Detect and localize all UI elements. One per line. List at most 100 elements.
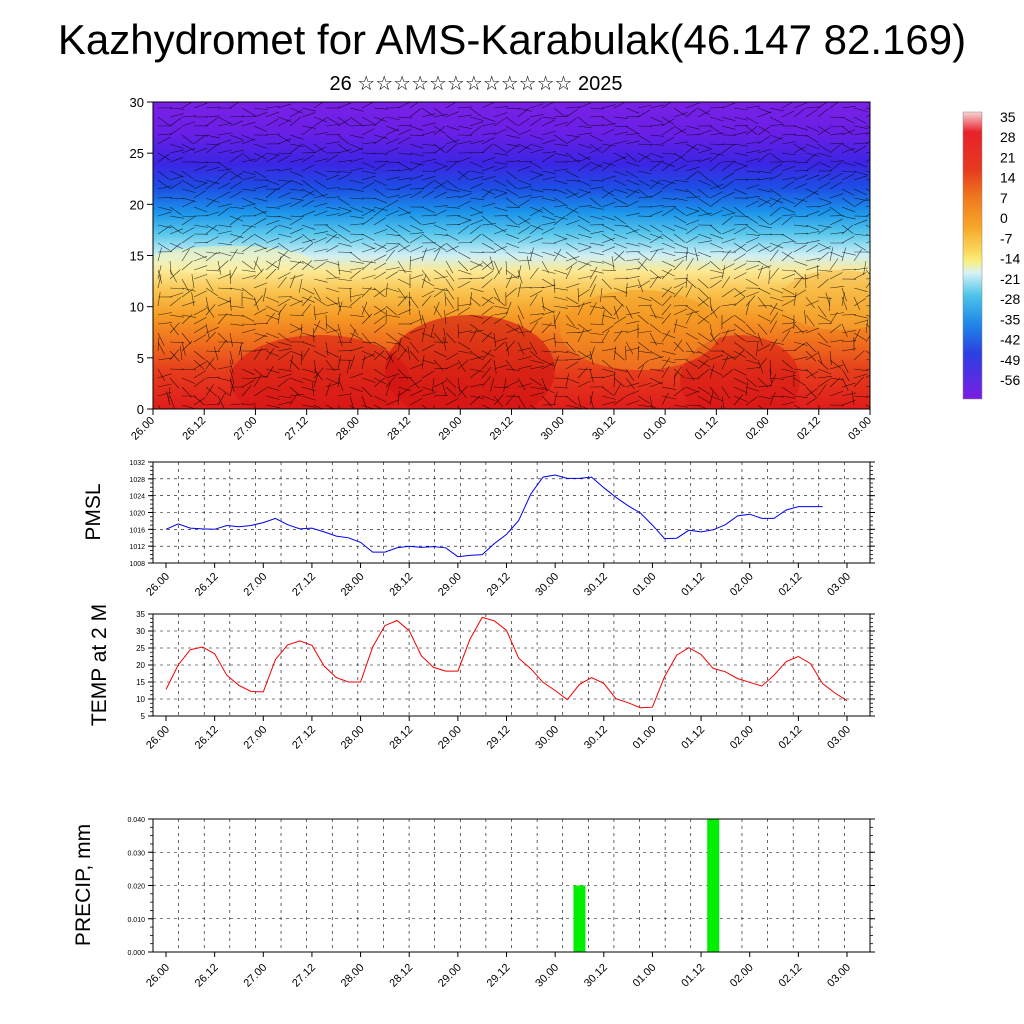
wind-barb (301, 287, 315, 295)
wind-barb (529, 188, 544, 193)
wind-barb (481, 314, 494, 325)
heatmap-xtick-label: 30.00 (539, 415, 567, 443)
wind-barb (493, 296, 506, 306)
wind-barb (289, 170, 303, 177)
wind-barb (433, 301, 440, 316)
wind-barb (289, 300, 303, 307)
xtick-label: 30.12 (582, 571, 610, 599)
wind-barb (793, 143, 806, 153)
wind-barb (625, 368, 635, 381)
wind-barb (325, 196, 340, 199)
wind-barb (829, 102, 839, 109)
wind-barb (409, 224, 423, 232)
wind-barb (253, 210, 268, 217)
wind-barb (769, 134, 784, 140)
wind-barb (517, 107, 532, 112)
wind-barb (301, 377, 316, 383)
wind-barb (179, 346, 183, 361)
wind-barb (229, 377, 235, 392)
wind-barb (553, 269, 568, 275)
wind-barb (397, 295, 408, 307)
wind-barb (229, 233, 244, 239)
wind-barb (445, 398, 459, 406)
wind-barb (409, 256, 424, 262)
wind-barb (805, 371, 819, 379)
wind-barb (289, 107, 304, 114)
wind-barb (529, 143, 544, 149)
wind-barb (721, 238, 736, 244)
wind-barb (289, 197, 304, 201)
wind-barb (397, 168, 412, 172)
wind-barb (217, 273, 232, 280)
wind-barb (421, 392, 436, 397)
wind-barb (241, 314, 255, 322)
wind-barb (805, 388, 818, 397)
wind-barb (337, 242, 352, 247)
wind-barb (181, 404, 196, 409)
wind-barb (733, 332, 746, 342)
wind-barb (565, 296, 579, 305)
wind-barb (745, 386, 760, 392)
wind-barb (421, 269, 431, 282)
wind-barb (589, 275, 597, 289)
wind-barb (325, 260, 340, 266)
wind-barb (469, 121, 484, 127)
wind-barb (661, 136, 675, 145)
wind-barb (217, 332, 229, 344)
wind-barb (181, 179, 195, 188)
wind-barb (397, 244, 411, 253)
wind-barb (661, 179, 676, 184)
wind-barb (589, 186, 604, 190)
wind-barb (781, 401, 796, 406)
wind-barb (577, 301, 592, 307)
wind-barb (817, 161, 832, 168)
wind-barb (157, 153, 170, 163)
wind-barb (613, 346, 617, 361)
wind-barb (469, 161, 484, 168)
heatmap-xtick-label: 26.00 (129, 415, 157, 443)
wind-barb (397, 116, 412, 119)
wind-barbs (157, 102, 870, 409)
wind-barb (781, 176, 796, 181)
wind-barb (553, 386, 568, 389)
wind-barb (709, 364, 715, 379)
wind-barb (697, 197, 710, 207)
wind-barb (757, 215, 770, 225)
heatmap-xtick-label: 26.12 (180, 415, 208, 443)
xtick-label: 02.00 (728, 962, 756, 990)
precip-bars (573, 819, 720, 952)
wind-barb (841, 188, 855, 196)
wind-barb (481, 375, 491, 388)
wind-barb (613, 287, 628, 294)
wind-barb (457, 140, 472, 145)
wind-barb (553, 215, 568, 220)
wind-barb (229, 368, 235, 383)
wind-barb (373, 395, 387, 403)
wind-barb (397, 391, 400, 406)
wind-barb (253, 247, 268, 253)
wind-barb (181, 260, 193, 271)
wind-barb (625, 212, 640, 217)
wind-barb (337, 170, 352, 174)
wind-barb (661, 208, 675, 217)
wind-barb (769, 305, 784, 312)
wind-barb (853, 175, 868, 181)
wind-barb (673, 387, 686, 397)
wind-barb (253, 332, 268, 338)
wind-barb (505, 125, 519, 134)
wind-barb (217, 116, 231, 124)
wind-barb (241, 323, 256, 325)
wind-barb (301, 260, 313, 271)
wind-barb (637, 382, 652, 388)
wind-barb (601, 246, 616, 253)
wind-barb (865, 205, 870, 208)
wind-barb (745, 323, 756, 335)
wind-barb (721, 116, 736, 122)
wind-barb (481, 242, 495, 250)
wind-barb (157, 224, 172, 229)
wind-barb (685, 210, 700, 217)
wind-barb (709, 275, 724, 280)
wind-barb (601, 215, 616, 221)
wind-barb (541, 176, 556, 181)
wind-barb (349, 206, 364, 213)
